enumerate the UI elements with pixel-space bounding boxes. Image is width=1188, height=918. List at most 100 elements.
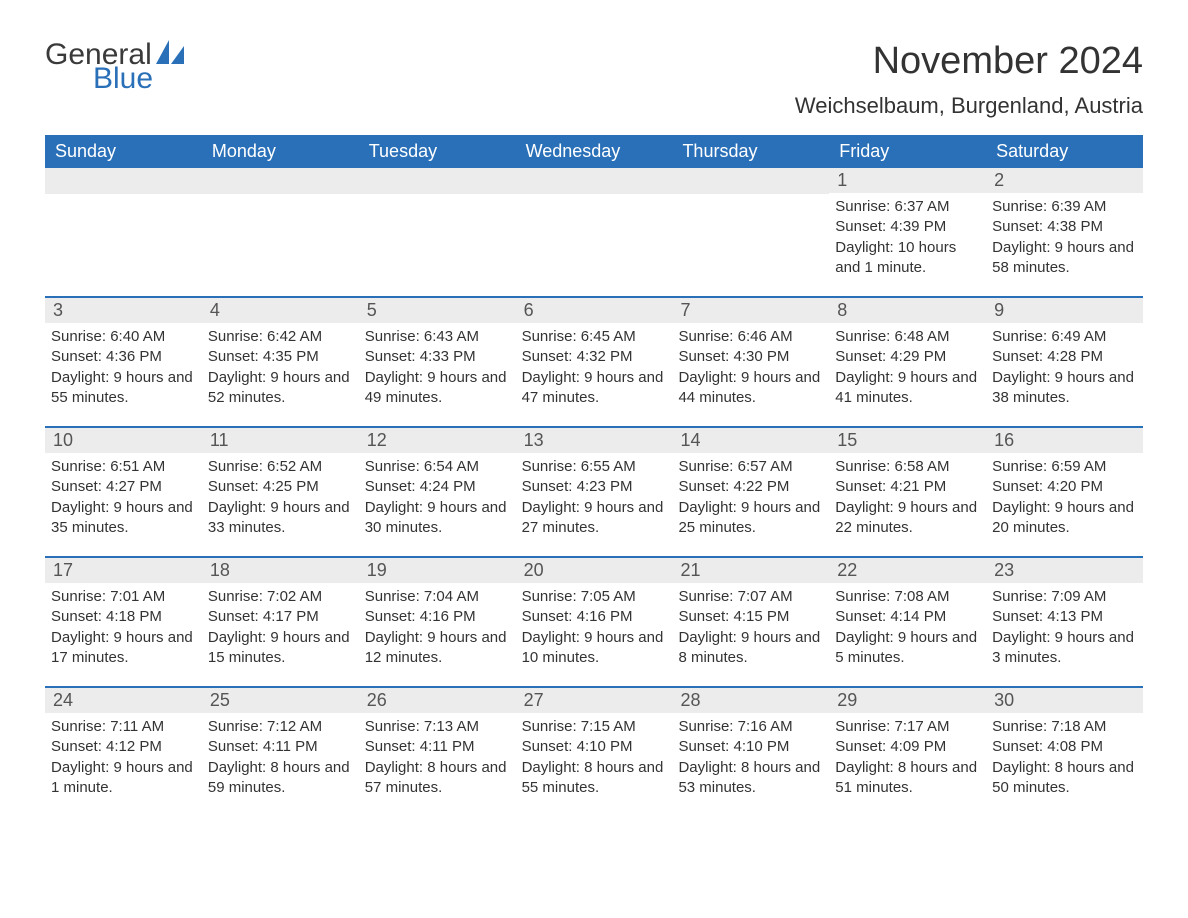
day-number <box>516 168 673 194</box>
day-body: Sunrise: 7:08 AMSunset: 4:14 PMDaylight:… <box>829 583 986 676</box>
daylight-text: Daylight: 8 hours and 53 minutes. <box>678 758 823 799</box>
dow-friday: Friday <box>829 135 986 168</box>
week-row: 24Sunrise: 7:11 AMSunset: 4:12 PMDayligh… <box>45 686 1143 812</box>
day-cell: 2Sunrise: 6:39 AMSunset: 4:38 PMDaylight… <box>986 168 1143 292</box>
daylight-text: Daylight: 10 hours and 1 minute. <box>835 238 980 279</box>
day-cell: 8Sunrise: 6:48 AMSunset: 4:29 PMDaylight… <box>829 298 986 422</box>
day-body: Sunrise: 6:48 AMSunset: 4:29 PMDaylight:… <box>829 323 986 416</box>
day-cell: 6Sunrise: 6:45 AMSunset: 4:32 PMDaylight… <box>516 298 673 422</box>
day-cell <box>45 168 202 292</box>
month-title: November 2024 <box>795 40 1143 83</box>
sunset-text: Sunset: 4:21 PM <box>835 477 980 497</box>
daylight-text: Daylight: 9 hours and 33 minutes. <box>208 498 353 539</box>
day-cell: 13Sunrise: 6:55 AMSunset: 4:23 PMDayligh… <box>516 428 673 552</box>
day-body: Sunrise: 7:13 AMSunset: 4:11 PMDaylight:… <box>359 713 516 806</box>
day-number: 27 <box>516 688 673 713</box>
day-number: 30 <box>986 688 1143 713</box>
daylight-text: Daylight: 9 hours and 22 minutes. <box>835 498 980 539</box>
day-number: 12 <box>359 428 516 453</box>
day-body: Sunrise: 7:05 AMSunset: 4:16 PMDaylight:… <box>516 583 673 676</box>
day-number: 3 <box>45 298 202 323</box>
day-number <box>672 168 829 194</box>
header: General Blue November 2024 Weichselbaum,… <box>45 40 1143 129</box>
day-cell <box>202 168 359 292</box>
day-number: 19 <box>359 558 516 583</box>
sunset-text: Sunset: 4:24 PM <box>365 477 510 497</box>
day-cell: 27Sunrise: 7:15 AMSunset: 4:10 PMDayligh… <box>516 688 673 812</box>
daylight-text: Daylight: 9 hours and 10 minutes. <box>522 628 667 669</box>
day-cell: 22Sunrise: 7:08 AMSunset: 4:14 PMDayligh… <box>829 558 986 682</box>
day-number: 5 <box>359 298 516 323</box>
daylight-text: Daylight: 9 hours and 35 minutes. <box>51 498 196 539</box>
sunset-text: Sunset: 4:35 PM <box>208 347 353 367</box>
logo: General Blue <box>45 40 184 94</box>
dow-monday: Monday <box>202 135 359 168</box>
daylight-text: Daylight: 9 hours and 12 minutes. <box>365 628 510 669</box>
day-number <box>359 168 516 194</box>
sunset-text: Sunset: 4:17 PM <box>208 607 353 627</box>
day-number: 4 <box>202 298 359 323</box>
day-number: 7 <box>672 298 829 323</box>
sunset-text: Sunset: 4:15 PM <box>678 607 823 627</box>
daylight-text: Daylight: 9 hours and 38 minutes. <box>992 368 1137 409</box>
day-number: 6 <box>516 298 673 323</box>
sunset-text: Sunset: 4:36 PM <box>51 347 196 367</box>
day-body: Sunrise: 6:54 AMSunset: 4:24 PMDaylight:… <box>359 453 516 546</box>
sunrise-text: Sunrise: 7:13 AM <box>365 717 510 737</box>
sunrise-text: Sunrise: 6:51 AM <box>51 457 196 477</box>
day-cell: 9Sunrise: 6:49 AMSunset: 4:28 PMDaylight… <box>986 298 1143 422</box>
day-number: 13 <box>516 428 673 453</box>
day-number: 28 <box>672 688 829 713</box>
day-body: Sunrise: 7:12 AMSunset: 4:11 PMDaylight:… <box>202 713 359 806</box>
sunrise-text: Sunrise: 6:42 AM <box>208 327 353 347</box>
sunrise-text: Sunrise: 7:18 AM <box>992 717 1137 737</box>
daylight-text: Daylight: 9 hours and 1 minute. <box>51 758 196 799</box>
day-cell: 14Sunrise: 6:57 AMSunset: 4:22 PMDayligh… <box>672 428 829 552</box>
day-number: 18 <box>202 558 359 583</box>
sunset-text: Sunset: 4:23 PM <box>522 477 667 497</box>
day-cell <box>359 168 516 292</box>
daylight-text: Daylight: 9 hours and 30 minutes. <box>365 498 510 539</box>
day-body: Sunrise: 6:46 AMSunset: 4:30 PMDaylight:… <box>672 323 829 416</box>
daylight-text: Daylight: 8 hours and 55 minutes. <box>522 758 667 799</box>
day-cell: 10Sunrise: 6:51 AMSunset: 4:27 PMDayligh… <box>45 428 202 552</box>
daylight-text: Daylight: 8 hours and 57 minutes. <box>365 758 510 799</box>
sunset-text: Sunset: 4:10 PM <box>522 737 667 757</box>
day-number: 23 <box>986 558 1143 583</box>
daylight-text: Daylight: 9 hours and 49 minutes. <box>365 368 510 409</box>
daylight-text: Daylight: 9 hours and 20 minutes. <box>992 498 1137 539</box>
sunset-text: Sunset: 4:27 PM <box>51 477 196 497</box>
day-number: 14 <box>672 428 829 453</box>
day-body: Sunrise: 7:17 AMSunset: 4:09 PMDaylight:… <box>829 713 986 806</box>
day-cell: 21Sunrise: 7:07 AMSunset: 4:15 PMDayligh… <box>672 558 829 682</box>
sunset-text: Sunset: 4:08 PM <box>992 737 1137 757</box>
day-body: Sunrise: 7:02 AMSunset: 4:17 PMDaylight:… <box>202 583 359 676</box>
daylight-text: Daylight: 8 hours and 50 minutes. <box>992 758 1137 799</box>
sunrise-text: Sunrise: 7:12 AM <box>208 717 353 737</box>
daylight-text: Daylight: 9 hours and 5 minutes. <box>835 628 980 669</box>
day-body: Sunrise: 6:49 AMSunset: 4:28 PMDaylight:… <box>986 323 1143 416</box>
day-number: 29 <box>829 688 986 713</box>
dow-wednesday: Wednesday <box>516 135 673 168</box>
daylight-text: Daylight: 8 hours and 59 minutes. <box>208 758 353 799</box>
day-cell: 15Sunrise: 6:58 AMSunset: 4:21 PMDayligh… <box>829 428 986 552</box>
day-cell: 4Sunrise: 6:42 AMSunset: 4:35 PMDaylight… <box>202 298 359 422</box>
day-number: 25 <box>202 688 359 713</box>
sunrise-text: Sunrise: 6:55 AM <box>522 457 667 477</box>
day-cell: 25Sunrise: 7:12 AMSunset: 4:11 PMDayligh… <box>202 688 359 812</box>
day-body: Sunrise: 7:18 AMSunset: 4:08 PMDaylight:… <box>986 713 1143 806</box>
day-body: Sunrise: 6:37 AMSunset: 4:39 PMDaylight:… <box>829 193 986 286</box>
day-body: Sunrise: 6:42 AMSunset: 4:35 PMDaylight:… <box>202 323 359 416</box>
day-body: Sunrise: 7:09 AMSunset: 4:13 PMDaylight:… <box>986 583 1143 676</box>
sunset-text: Sunset: 4:38 PM <box>992 217 1137 237</box>
day-cell: 24Sunrise: 7:11 AMSunset: 4:12 PMDayligh… <box>45 688 202 812</box>
day-body: Sunrise: 6:58 AMSunset: 4:21 PMDaylight:… <box>829 453 986 546</box>
day-body: Sunrise: 7:07 AMSunset: 4:15 PMDaylight:… <box>672 583 829 676</box>
daylight-text: Daylight: 8 hours and 51 minutes. <box>835 758 980 799</box>
sunrise-text: Sunrise: 6:49 AM <box>992 327 1137 347</box>
sunrise-text: Sunrise: 6:58 AM <box>835 457 980 477</box>
day-cell: 26Sunrise: 7:13 AMSunset: 4:11 PMDayligh… <box>359 688 516 812</box>
sunrise-text: Sunrise: 6:43 AM <box>365 327 510 347</box>
sunrise-text: Sunrise: 6:48 AM <box>835 327 980 347</box>
day-body: Sunrise: 6:40 AMSunset: 4:36 PMDaylight:… <box>45 323 202 416</box>
